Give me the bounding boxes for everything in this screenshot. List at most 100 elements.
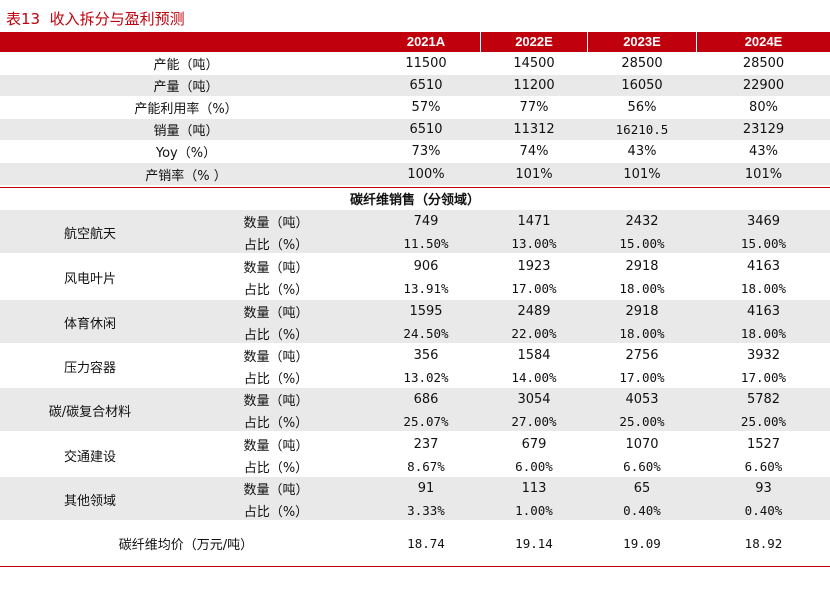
category-group: 体育休闲 数量（吨） 1595 2489 2918 4163 占比（%） 24.… — [0, 300, 830, 344]
sub-label: 占比（%） — [243, 282, 309, 298]
row-label: 产销率（% ） — [145, 168, 227, 184]
value-cell: 24.50% — [403, 325, 449, 341]
value-cell: 18.00% — [619, 280, 665, 296]
value-cell: 101% — [744, 166, 783, 182]
share-row: 占比（%） 11.50% 13.00% 15.00% 15.00% — [0, 232, 830, 254]
table-row: 产能利用率（%） 57% 77% 56% 80% — [0, 97, 830, 119]
table-row: 产量（吨） 6510 11200 16050 22900 — [0, 75, 830, 97]
qty-row: 数量（吨） 749 1471 2432 3469 — [0, 210, 830, 232]
value-cell: 28500 — [621, 56, 663, 71]
sub-label: 数量（吨） — [243, 393, 309, 409]
value-cell: 27.00% — [511, 413, 557, 429]
share-row: 占比（%） 3.33% 1.00% 0.40% 0.40% — [0, 499, 830, 521]
value-cell: 113 — [521, 480, 547, 496]
qty-row: 数量（吨） 906 1923 2918 4163 — [0, 255, 830, 277]
value-cell: 237 — [413, 436, 439, 452]
section-title: 碳纤维销售（分领域） — [0, 187, 830, 209]
value-cell: 906 — [413, 258, 439, 274]
qty-row: 数量（吨） 1595 2489 2918 4163 — [0, 300, 830, 322]
value-cell: 686 — [413, 391, 439, 407]
value-cell: 18.00% — [619, 325, 665, 341]
table-row: Yoy（%） 73% 74% 43% 43% — [0, 141, 830, 163]
value-cell: 23129 — [742, 122, 785, 137]
share-row: 占比（%） 13.91% 17.00% 18.00% 18.00% — [0, 277, 830, 299]
share-row: 占比（%） 25.07% 27.00% 25.00% 25.00% — [0, 410, 830, 432]
category-name: 体育休闲 — [63, 316, 116, 332]
row-label: Yoy（%） — [155, 146, 217, 161]
category-name: 碳/碳复合材料 — [48, 404, 132, 420]
value-cell: 6.00% — [515, 458, 553, 474]
value-cell: 749 — [413, 213, 439, 229]
value-cell: 3054 — [517, 391, 551, 407]
value-cell: 3932 — [746, 347, 781, 363]
table-row: 产销率（% ） 100% 101% 101% 101% — [0, 163, 830, 185]
value-cell: 43% — [749, 144, 778, 159]
sub-label: 占比（%） — [243, 371, 309, 387]
value-cell: 11500 — [405, 56, 447, 71]
value-cell: 18.00% — [740, 325, 787, 341]
table-bottom-rule — [0, 566, 830, 567]
sub-label: 数量（吨） — [243, 438, 309, 454]
row-label: 碳纤维均价（万元/吨） — [118, 537, 254, 553]
value-cell: 2489 — [517, 303, 551, 319]
value-cell: 11.50% — [403, 235, 449, 251]
value-cell: 13.00% — [511, 235, 557, 251]
sub-label: 数量（吨） — [243, 349, 309, 365]
value-cell: 8.67% — [407, 458, 445, 474]
category-group: 航空航天 数量（吨） 749 1471 2432 3469 占比（%） 11.5… — [0, 210, 830, 254]
row-label: 产能（吨） — [153, 58, 219, 73]
year-header: 2023E — [623, 34, 661, 49]
value-cell: 18.92 — [744, 535, 783, 551]
sub-label: 占比（%） — [243, 237, 309, 253]
category-name: 其他领域 — [63, 493, 116, 509]
value-cell: 18.74 — [407, 535, 445, 551]
sub-label: 占比（%） — [243, 460, 309, 476]
value-cell: 14500 — [513, 56, 555, 71]
value-cell: 19.14 — [515, 535, 553, 551]
value-cell: 14.00% — [511, 369, 557, 385]
header-divider — [696, 32, 697, 52]
value-cell: 6.60% — [744, 458, 783, 474]
sub-label: 占比（%） — [243, 415, 309, 431]
year-header: 2024E — [744, 34, 783, 49]
value-cell: 0.40% — [623, 502, 661, 518]
value-cell: 22.00% — [511, 325, 557, 341]
value-cell: 80% — [749, 100, 778, 115]
row-label: 产能利用率（%） — [134, 102, 238, 117]
share-row: 占比（%） 24.50% 22.00% 18.00% 18.00% — [0, 322, 830, 344]
category-name: 风电叶片 — [63, 271, 116, 287]
sub-label: 数量（吨） — [243, 215, 309, 231]
value-cell: 11200 — [513, 78, 555, 93]
value-cell: 5782 — [746, 391, 781, 407]
qty-row: 数量（吨） 686 3054 4053 5782 — [0, 388, 830, 410]
share-row: 占比（%） 8.67% 6.00% 6.60% 6.60% — [0, 455, 830, 477]
value-cell: 28500 — [742, 56, 785, 71]
category-name: 压力容器 — [63, 360, 116, 376]
value-cell: 4163 — [746, 303, 781, 319]
value-cell: 6510 — [409, 122, 443, 137]
sub-label: 占比（%） — [243, 504, 309, 520]
value-cell: 6510 — [409, 78, 443, 93]
value-cell: 25.00% — [740, 413, 787, 429]
value-cell: 65 — [633, 480, 651, 496]
value-cell: 43% — [627, 144, 657, 159]
sub-label: 占比（%） — [243, 327, 309, 343]
value-cell: 13.02% — [403, 369, 449, 385]
row-label: 销量（吨） — [153, 124, 219, 139]
qty-row: 数量（吨） 91 113 65 93 — [0, 477, 830, 499]
value-cell: 1471 — [517, 213, 551, 229]
value-cell: 77% — [519, 100, 549, 115]
value-cell: 2918 — [625, 258, 659, 274]
value-cell: 22900 — [742, 78, 785, 93]
table-row: 产能（吨） 11500 14500 28500 28500 — [0, 53, 830, 75]
value-cell: 2756 — [625, 347, 659, 363]
category-group: 风电叶片 数量（吨） 906 1923 2918 4163 占比（%） 13.9… — [0, 255, 830, 299]
value-cell: 101% — [623, 166, 661, 182]
value-cell: 1.00% — [515, 502, 553, 518]
value-cell: 3469 — [746, 213, 781, 229]
table-header: 2021A 2022E 2023E 2024E — [0, 32, 830, 52]
value-cell: 3.33% — [407, 502, 445, 518]
qty-row: 数量（吨） 356 1584 2756 3932 — [0, 344, 830, 366]
value-cell: 1595 — [409, 303, 443, 319]
value-cell: 16050 — [621, 78, 663, 93]
